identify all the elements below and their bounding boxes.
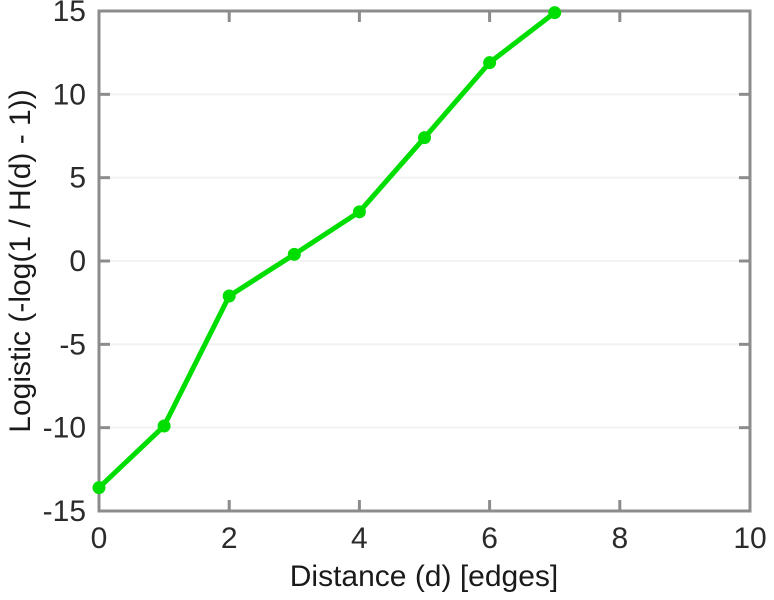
- data-point-marker: [92, 481, 106, 495]
- data-point-marker: [222, 289, 236, 303]
- y-tick-labels: 15 10 5 0 -5 -10 -15: [43, 0, 86, 528]
- data-point-marker: [548, 6, 562, 20]
- x-tick-labels: 0 2 4 6 8 10: [91, 522, 767, 555]
- y-tick-label: 5: [69, 162, 86, 195]
- y-tick-label: 15: [53, 0, 86, 28]
- y-tick-label: 0: [69, 245, 86, 278]
- y-tick-label: -15: [43, 495, 86, 528]
- x-tick-label: 4: [351, 522, 368, 555]
- x-tick-label: 8: [611, 522, 628, 555]
- data-point-marker: [418, 131, 431, 145]
- y-tick-label: -10: [43, 412, 86, 445]
- data-point-marker: [483, 56, 497, 70]
- y-tick-label: 10: [53, 78, 86, 111]
- tick-marks: [97, 9, 752, 513]
- data-point-marker: [287, 247, 301, 261]
- data-series-layer: [92, 6, 562, 495]
- series-line: [96, 10, 558, 491]
- y-axis-title: Logistic (-log(1 / H(d) - 1)): [4, 89, 37, 432]
- x-tick-label: 10: [733, 522, 766, 555]
- data-point-marker: [352, 205, 366, 219]
- y-tick-label: -5: [59, 328, 86, 361]
- x-tick-label: 0: [91, 522, 108, 555]
- x-tick-label: 6: [481, 522, 498, 555]
- x-tick-label: 2: [221, 522, 238, 555]
- data-point-marker: [157, 419, 171, 433]
- x-axis-title: Distance (d) [edges]: [290, 560, 558, 593]
